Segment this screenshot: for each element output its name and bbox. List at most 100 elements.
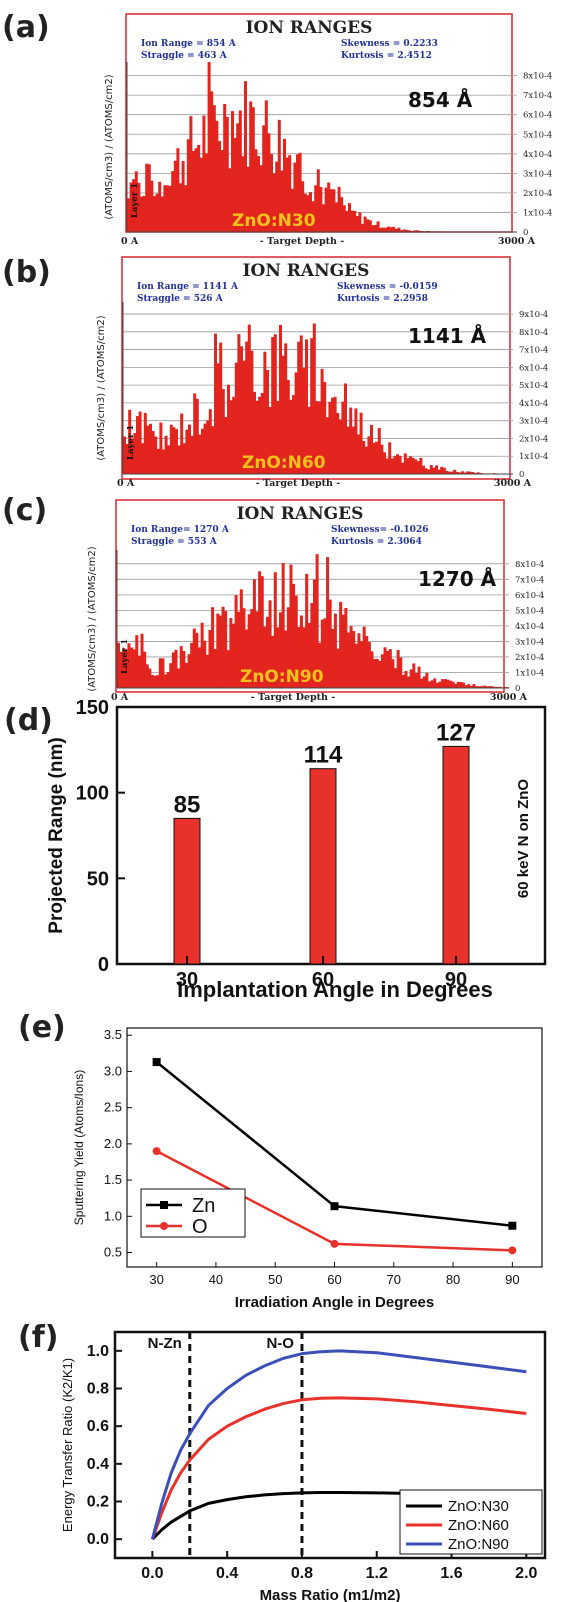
x-tick-label: 30 — [176, 969, 198, 991]
kurtosis-stat: Kurtosis = 2.4512 — [341, 51, 432, 61]
histogram-bar — [187, 654, 191, 688]
histogram-bar — [417, 666, 421, 688]
legend-box — [140, 1188, 246, 1238]
histogram-bar — [169, 663, 173, 688]
histogram-bar — [327, 182, 331, 232]
histogram-bar — [273, 572, 277, 688]
y-tick-label: 5x10-4 — [523, 130, 552, 140]
histogram-bar — [130, 438, 134, 474]
histogram-bar — [125, 443, 129, 474]
histogram-bar — [263, 626, 267, 688]
range-annotation: 1270 Å — [418, 567, 497, 591]
y-tick-label: 7x10-4 — [515, 575, 544, 585]
histogram-bar — [384, 227, 388, 232]
histogram-bar — [442, 467, 446, 474]
histogram-bar — [132, 649, 136, 688]
histogram-bar — [318, 642, 322, 688]
histogram-bar — [377, 428, 381, 474]
y-tick-label: 2x10-4 — [519, 434, 548, 444]
histogram-bar — [344, 607, 348, 688]
x-axis-label: Irradiation Angle in Degrees — [235, 1294, 435, 1311]
chart-title: ION RANGES — [237, 504, 364, 524]
histogram-bar — [249, 101, 253, 232]
histogram-bar — [430, 680, 434, 688]
histogram-bar — [298, 152, 302, 232]
histogram-bar — [151, 431, 155, 474]
histogram-bar — [415, 230, 419, 232]
legend-label: ZnO:N30 — [448, 1498, 509, 1515]
histogram-bar — [354, 408, 358, 474]
histogram-bar — [375, 441, 379, 474]
x-tick-label: 70 — [387, 1272, 401, 1287]
x-start-label: 0 A — [117, 478, 135, 489]
histogram-bar — [216, 613, 220, 688]
histogram-bar — [240, 346, 243, 474]
histogram-bar — [402, 229, 406, 232]
histogram-bar — [364, 446, 368, 474]
histogram-bar — [257, 156, 260, 232]
histogram-bar — [245, 629, 249, 688]
histogram-bar — [480, 686, 484, 688]
range-annotation: 854 Å — [408, 88, 473, 112]
histogram-bar — [401, 462, 405, 474]
histogram-bar — [234, 595, 238, 688]
histogram-bar — [426, 230, 429, 232]
histogram-bar — [474, 472, 477, 474]
histogram-bar — [475, 686, 479, 688]
histogram-bar — [143, 412, 147, 474]
histogram-bar — [349, 407, 353, 474]
histogram-bar — [348, 203, 351, 232]
histogram-bar — [380, 444, 384, 474]
histogram-bar — [372, 442, 376, 474]
histogram-bar — [145, 664, 149, 688]
histogram-bar — [214, 333, 217, 474]
histogram-bar — [306, 195, 310, 232]
bar-value-label: 114 — [304, 742, 343, 769]
histogram-bar — [192, 628, 196, 688]
histogram-bar — [391, 659, 395, 688]
histogram-bar — [242, 360, 246, 474]
y-tick-label: 50 — [87, 868, 109, 890]
histogram-bar — [374, 224, 377, 232]
histogram-bar — [329, 189, 333, 232]
skewness-stat: Skewness= -0.1026 — [331, 525, 428, 535]
histogram-bar — [260, 392, 264, 474]
histogram-bar — [195, 398, 199, 474]
histogram-bar — [315, 554, 319, 688]
data-point — [152, 1058, 161, 1067]
histogram-bar — [336, 412, 340, 474]
histogram-bar — [242, 608, 246, 688]
histogram-bar — [458, 472, 462, 474]
histogram-bar — [358, 212, 362, 232]
histogram-bar — [445, 470, 449, 474]
histogram-bar — [422, 676, 426, 688]
histogram-bar — [335, 202, 338, 232]
histogram-bar — [137, 182, 141, 232]
histogram-bar — [190, 642, 194, 688]
y-tick-label: 4x10-4 — [519, 399, 548, 409]
histogram-bar — [337, 186, 341, 232]
histogram-bar — [164, 674, 168, 688]
y-tick-label: 0.4 — [87, 1456, 109, 1473]
histogram-bar — [493, 686, 497, 688]
histogram-bar — [318, 401, 321, 474]
histogram-bar — [167, 445, 171, 474]
sample-label: ZnO:N90 — [240, 667, 324, 687]
histogram-bar — [307, 622, 311, 688]
legend-label: ZnO:N60 — [448, 1517, 509, 1534]
histogram-bar — [333, 396, 337, 474]
histogram-bar — [253, 391, 256, 474]
histogram-bar — [328, 401, 332, 474]
histogram-bar — [310, 602, 314, 688]
y-tick-label: 6x10-4 — [523, 111, 552, 121]
y-tick-label: 0.2 — [87, 1494, 109, 1511]
histogram-bar — [134, 171, 138, 232]
y-tick-label: 7x10-4 — [519, 346, 548, 356]
panel-e-letter: (e) — [18, 1010, 66, 1045]
histogram-bar — [258, 396, 262, 474]
histogram-bar — [410, 230, 414, 232]
histogram-bar — [351, 426, 355, 474]
histogram-bar — [307, 406, 311, 474]
x-tick-label: 2.0 — [515, 1565, 537, 1582]
histogram-bar — [119, 651, 123, 688]
